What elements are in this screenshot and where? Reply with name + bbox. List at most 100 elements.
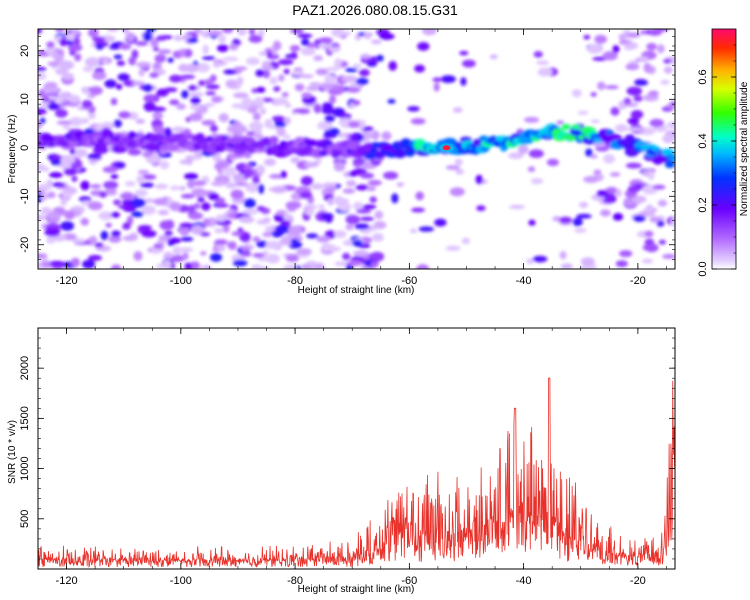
heatmap-noise-blob [131,211,144,218]
heatmap-noise-blob [528,149,544,159]
heatmap-noise-blob [334,58,342,69]
x-tick-label: -80 [287,575,303,587]
heatmap-noise-blob [81,99,93,109]
heatmap-noise-blob [648,90,659,97]
heatmap-noise-blob [352,63,362,69]
heatmap-noise-blob [186,155,193,166]
heatmap-noise-blob [164,127,172,137]
heatmap-noise-blob [84,57,101,67]
heatmap-noise-blob [324,66,340,72]
heatmap-noise-blob [59,37,68,47]
heatmap-noise-blob [135,61,152,68]
heatmap-noise-blob [593,169,602,175]
heatmap-noise-blob [74,53,82,62]
heatmap-noise-blob [640,56,649,63]
x-tick-label: -60 [401,275,417,287]
heatmap-noise-blob [407,106,420,112]
heatmap-ridge-blob [279,140,289,148]
heatmap-noise-blob [594,34,607,44]
heatmap-noise-blob [333,161,346,172]
heatmap-noise-blob [254,129,262,135]
heatmap-noise-blob [208,193,220,201]
heatmap-noise-blob [38,183,52,191]
heatmap-noise-blob [268,174,285,179]
heatmap-noise-blob [110,264,122,269]
heatmap-noise-blob [179,185,186,191]
heatmap-noise-blob [98,211,113,221]
heatmap-noise-blob [292,70,304,76]
heatmap-noise-blob [272,40,282,51]
heatmap-noise-blob [67,94,81,103]
heatmap-noise-blob [625,32,641,38]
heatmap-noise-blob [135,189,148,198]
heatmap-noise-blob [248,121,264,132]
heatmap-noise-blob [108,235,122,243]
heatmap-noise-blob [100,230,109,241]
heatmap-noise-blob [640,29,647,35]
heatmap-noise-blob [625,162,642,169]
heatmap-ridge-blob [164,143,180,152]
heatmap-noise-blob [46,41,55,48]
colorbar-axis: 0.0 0.2 0.4 0.6 [697,44,736,277]
heatmap-noise-blob [113,199,122,206]
heatmap-noise-blob [290,238,299,245]
heatmap-noise-blob [530,178,544,185]
heatmap-noise-blob [306,42,318,48]
heatmap-noise-blob [342,188,356,194]
x-tick-label: -40 [516,575,532,587]
heatmap-noise-blob [381,131,392,141]
heatmap-noise-blob [141,205,156,215]
heatmap-noise-blob [618,33,627,41]
heatmap-noise-blob [317,43,333,49]
heatmap-noise-blob [264,158,276,166]
heatmap-noise-blob [257,29,265,37]
heatmap-noise-blob [662,254,675,259]
heatmap-noise-blob [159,220,175,231]
heatmap-noise-blob [572,217,583,227]
heatmap-noise-blob [258,184,265,194]
heatmap-noise-blob [449,187,465,197]
heatmap-noise-blob [326,187,336,192]
heatmap-noise-blob [62,233,77,241]
heatmap-noise-blob [619,250,633,258]
heatmap-noise-blob [418,226,435,232]
heatmap-noise-blob [433,82,440,92]
heatmap-noise-blob [131,198,146,208]
snr-y-label: SNR (10 * v/v) [7,420,18,484]
heatmap-noise-blob [346,180,357,187]
heatmap-noise-blob [626,86,643,96]
heatmap-noise-blob [355,184,370,191]
heatmap-noise-blob [323,133,337,139]
y-tick-label: 0 [19,145,31,151]
heatmap-noise-blob [60,196,67,207]
heatmap-noise-blob [318,204,325,209]
heatmap-noise-blob [454,158,463,166]
heatmap-noise-blob [247,106,258,114]
heatmap-noise-blob [376,54,384,62]
heatmap-noise-blob [181,74,196,80]
heatmap-noise-blob [615,124,628,133]
heatmap-noise-blob [532,255,548,263]
heatmap-noise-blob [218,34,227,44]
heatmap-noise-blob [301,38,310,46]
heatmap-noise-blob [167,237,181,244]
heatmap-noise-blob [283,117,291,125]
heatmap-noise-blob [102,166,118,174]
heatmap-noise-blob [114,162,126,169]
heatmap-noise-blob [371,130,380,141]
heatmap-noise-blob [292,108,307,113]
chart-title: PAZ1.2026.080.08.15.G31 [292,2,458,18]
heatmap-noise-blob [216,44,229,53]
heatmap-noise-blob [44,227,61,237]
heatmap-noise-blob [363,31,372,40]
heatmap-noise-blob [110,174,119,180]
heatmap-noise-blob [72,238,85,244]
x-tick-label: -80 [287,275,303,287]
heatmap-noise-blob [71,29,80,36]
heatmap-noise-blob [189,103,200,110]
heatmap-blobs [38,29,675,269]
heatmap-noise-blob [290,156,301,164]
heatmap-noise-blob [609,172,621,177]
heatmap-noise-blob [69,148,77,155]
